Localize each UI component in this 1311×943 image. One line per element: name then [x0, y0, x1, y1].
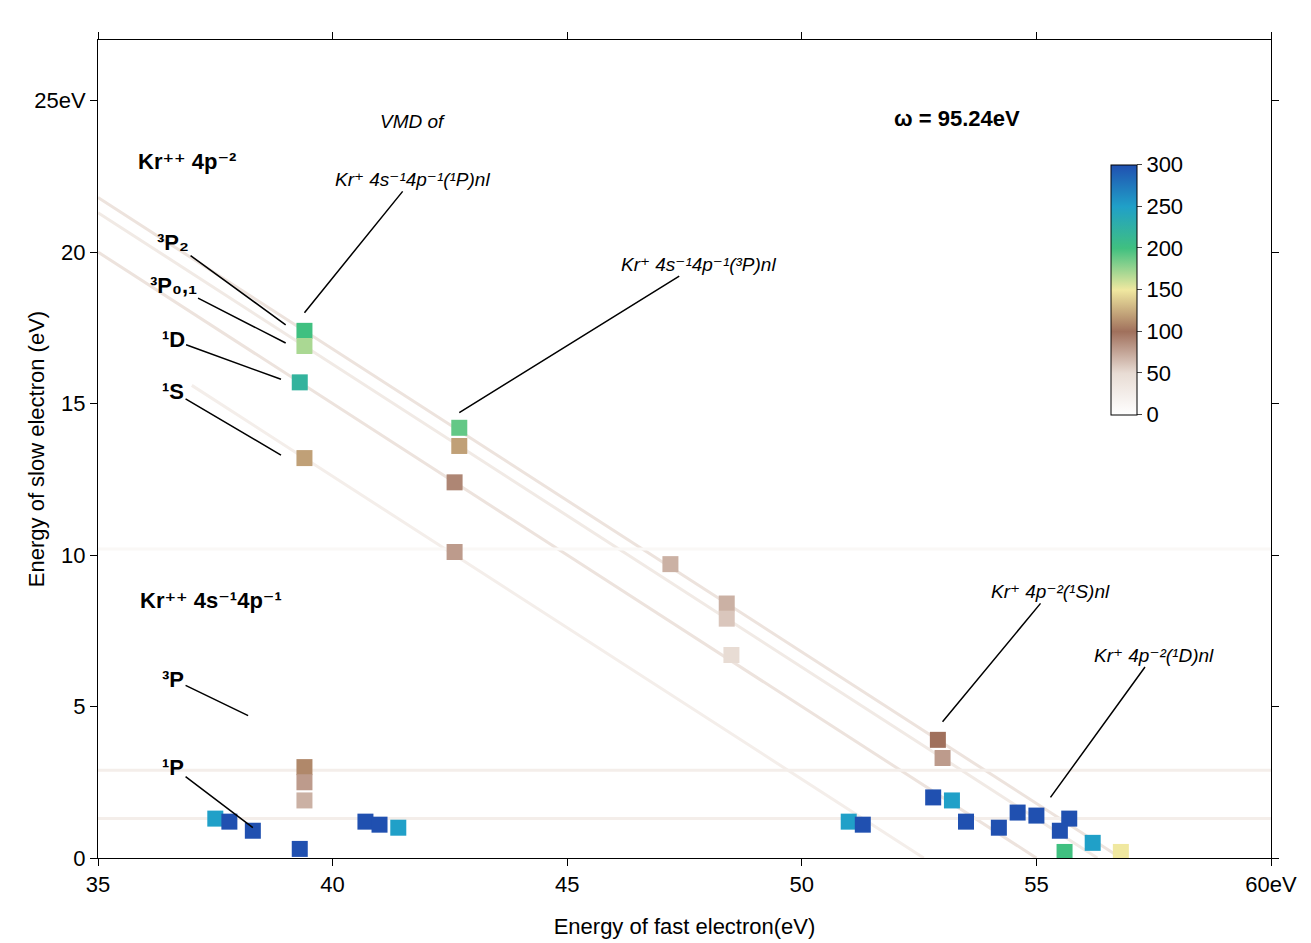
svg-text:5: 5 [73, 694, 85, 719]
svg-text:15: 15 [61, 391, 85, 416]
svg-text:Energy of slow electron (eV): Energy of slow electron (eV) [24, 311, 49, 587]
svg-text:50: 50 [1146, 361, 1170, 386]
svg-text:ω = 95.24eV: ω = 95.24eV [894, 106, 1020, 131]
svg-text:Kr⁺ 4p⁻²(¹D)nl: Kr⁺ 4p⁻²(¹D)nl [1094, 645, 1214, 666]
svg-text:60eV: 60eV [1245, 872, 1297, 897]
svg-text:55: 55 [1024, 872, 1048, 897]
svg-text:VMD of: VMD of [380, 111, 445, 132]
svg-text:250: 250 [1146, 194, 1183, 219]
svg-text:300: 300 [1146, 152, 1183, 177]
svg-text:0: 0 [73, 846, 85, 871]
svg-text:100: 100 [1146, 319, 1183, 344]
svg-text:40: 40 [320, 872, 344, 897]
svg-text:³P: ³P [162, 667, 184, 692]
svg-text:45: 45 [555, 872, 579, 897]
svg-text:200: 200 [1146, 236, 1183, 261]
svg-text:Kr⁺⁺ 4p⁻²: Kr⁺⁺ 4p⁻² [138, 149, 236, 174]
svg-text:¹D: ¹D [162, 327, 185, 352]
svg-text:³P₂: ³P₂ [157, 230, 189, 255]
svg-text:25eV: 25eV [34, 88, 86, 113]
svg-text:Energy of fast electron(eV): Energy of fast electron(eV) [554, 914, 816, 939]
svg-text:Kr⁺ 4s⁻¹4p⁻¹(¹P)nl: Kr⁺ 4s⁻¹4p⁻¹(¹P)nl [335, 169, 490, 190]
svg-text:¹P: ¹P [162, 755, 184, 780]
svg-text:50: 50 [790, 872, 814, 897]
svg-text:20: 20 [61, 240, 85, 265]
svg-text:Kr⁺ 4p⁻²(¹S)nl: Kr⁺ 4p⁻²(¹S)nl [991, 581, 1110, 602]
svg-text:10: 10 [61, 543, 85, 568]
svg-text:Kr⁺ 4s⁻¹4p⁻¹(³P)nl: Kr⁺ 4s⁻¹4p⁻¹(³P)nl [621, 254, 776, 275]
svg-text:³P₀,₁: ³P₀,₁ [150, 273, 197, 298]
svg-text:¹S: ¹S [162, 379, 184, 404]
svg-text:Kr⁺⁺ 4s⁻¹4p⁻¹: Kr⁺⁺ 4s⁻¹4p⁻¹ [140, 588, 282, 613]
svg-text:35: 35 [86, 872, 110, 897]
svg-text:0: 0 [1146, 402, 1158, 427]
svg-text:150: 150 [1146, 277, 1183, 302]
